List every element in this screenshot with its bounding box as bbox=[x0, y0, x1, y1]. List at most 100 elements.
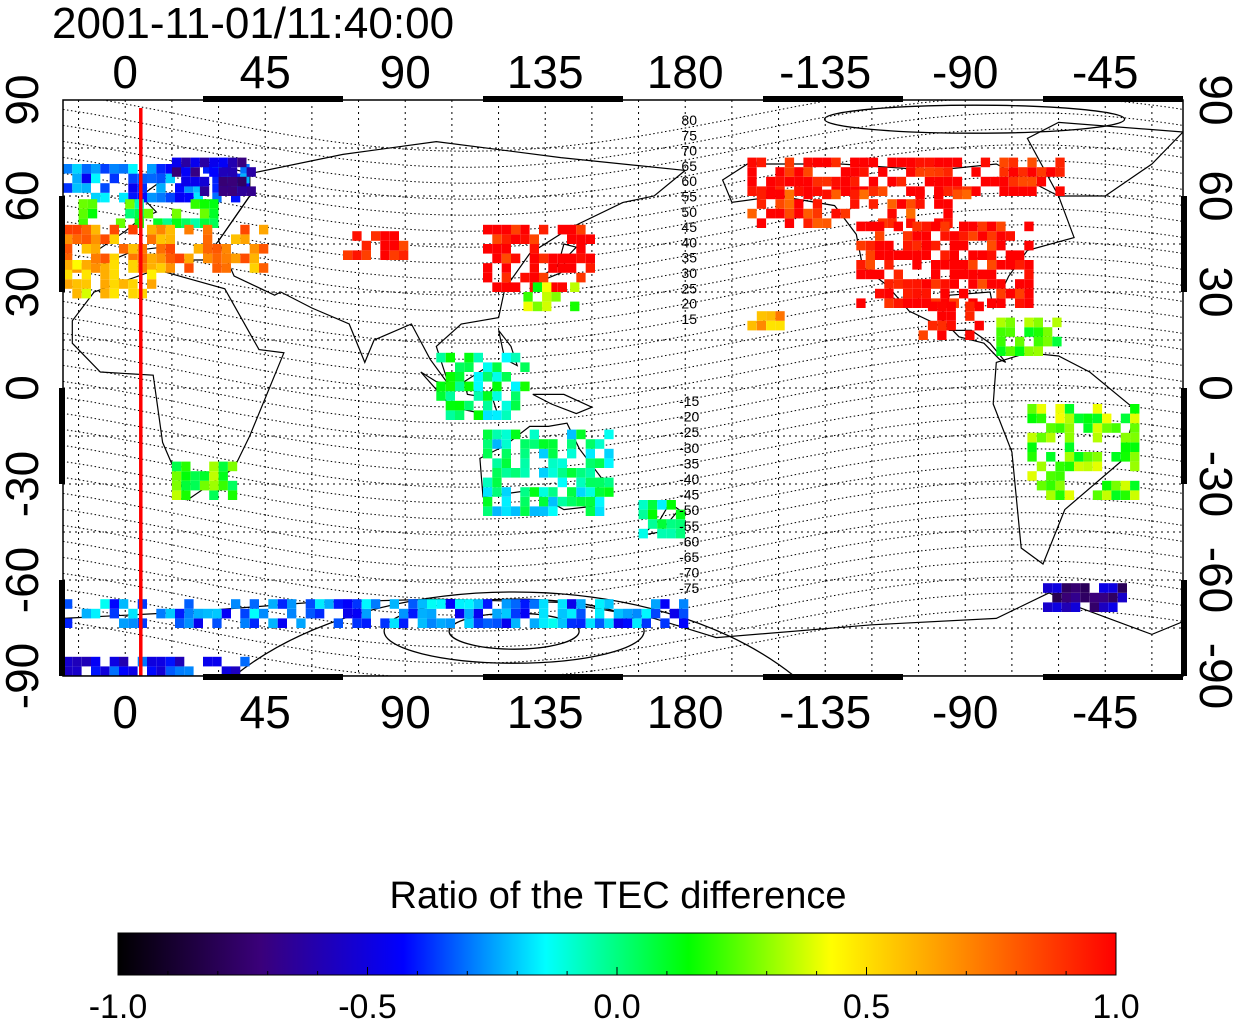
tec-cell bbox=[875, 231, 885, 241]
tec-cell bbox=[949, 250, 959, 260]
frame-tick-bar bbox=[1181, 196, 1187, 292]
tec-cell bbox=[943, 199, 953, 209]
tec-cell bbox=[199, 199, 210, 209]
tec-cell bbox=[436, 352, 446, 363]
left-lat-label: 90 bbox=[0, 74, 48, 125]
tec-cell bbox=[156, 263, 166, 273]
frame-tick-bar bbox=[1043, 674, 1183, 680]
tec-cell bbox=[399, 618, 409, 628]
tec-cell bbox=[464, 400, 474, 411]
tec-cell bbox=[209, 218, 219, 228]
contour-line bbox=[63, 240, 1183, 312]
tec-cell bbox=[539, 487, 549, 497]
tec-cell bbox=[840, 167, 851, 177]
tec-cell bbox=[417, 618, 427, 628]
tec-cell bbox=[548, 263, 558, 273]
tec-cell bbox=[1108, 583, 1118, 593]
tec-cell bbox=[287, 599, 297, 609]
tec-cell bbox=[532, 301, 543, 312]
tec-cell bbox=[119, 666, 129, 676]
tec-cell bbox=[171, 157, 182, 168]
tec-cell bbox=[305, 599, 315, 609]
tec-cell bbox=[675, 509, 686, 520]
tec-cell bbox=[1052, 336, 1062, 347]
tec-cell bbox=[511, 282, 521, 292]
tec-cell bbox=[747, 176, 757, 187]
tec-cell bbox=[181, 167, 191, 177]
tec-cell bbox=[520, 224, 530, 235]
tec-cell bbox=[940, 231, 950, 241]
tec-cell bbox=[175, 618, 185, 628]
tec-cell bbox=[931, 221, 941, 232]
top-lon-label: 90 bbox=[380, 46, 431, 98]
colorbar-tick-label: -0.5 bbox=[338, 988, 397, 1024]
tec-cell bbox=[171, 461, 182, 472]
contour-label: -45 bbox=[679, 487, 699, 503]
tec-cell bbox=[240, 224, 250, 235]
tec-cell bbox=[1033, 346, 1043, 356]
tec-cell bbox=[184, 253, 194, 264]
tec-cell bbox=[747, 157, 757, 168]
tec-cell bbox=[246, 186, 256, 196]
tec-cell bbox=[1064, 490, 1075, 500]
tec-cell bbox=[464, 618, 474, 628]
tec-cell bbox=[1071, 602, 1081, 612]
tec-cell bbox=[445, 372, 455, 382]
tec-cell bbox=[193, 618, 203, 628]
tec-cell bbox=[455, 381, 465, 392]
tec-cell bbox=[875, 221, 885, 232]
tec-cell bbox=[766, 176, 776, 187]
tec-cell bbox=[78, 208, 88, 219]
tec-cell bbox=[996, 221, 1006, 232]
tec-cell bbox=[1024, 288, 1034, 299]
tec-cell bbox=[532, 282, 543, 292]
tec-cell bbox=[859, 157, 869, 168]
tec-cell bbox=[128, 164, 138, 174]
tec-cell bbox=[949, 260, 959, 270]
tec-cell bbox=[1055, 471, 1065, 481]
tec-cell bbox=[165, 608, 175, 619]
tec-cell bbox=[184, 183, 194, 193]
tec-cell bbox=[548, 487, 558, 497]
tec-cell bbox=[156, 224, 166, 235]
tec-cell bbox=[856, 298, 866, 308]
tec-cell bbox=[119, 164, 129, 174]
tec-cell bbox=[128, 618, 138, 628]
tec-cell bbox=[181, 480, 191, 491]
tec-cell bbox=[921, 240, 931, 251]
tec-cell bbox=[912, 288, 922, 299]
bottom-lon-label: 90 bbox=[380, 686, 431, 738]
tec-cell bbox=[464, 352, 474, 363]
tec-cell bbox=[996, 279, 1006, 289]
tec-cell bbox=[473, 410, 483, 420]
tec-cell bbox=[199, 218, 210, 228]
tec-cell bbox=[119, 279, 129, 289]
tec-cell bbox=[501, 244, 511, 254]
tec-cell bbox=[934, 199, 944, 209]
tec-cell bbox=[1120, 413, 1131, 424]
coastlines bbox=[63, 121, 1183, 676]
tec-cell bbox=[1064, 404, 1075, 414]
tec-cell bbox=[100, 269, 110, 280]
tec-cell bbox=[203, 656, 213, 667]
tec-cell bbox=[218, 471, 228, 481]
tec-cell bbox=[1102, 480, 1112, 491]
tec-cell bbox=[859, 189, 869, 200]
tec-cell bbox=[766, 311, 776, 321]
tec-cell bbox=[492, 487, 502, 497]
tec-cell bbox=[445, 618, 455, 628]
tec-cell bbox=[511, 608, 521, 619]
tec-cell bbox=[523, 292, 533, 302]
tec-cell bbox=[896, 157, 907, 168]
top-lon-label: 0 bbox=[112, 46, 138, 98]
tec-cell bbox=[604, 458, 614, 468]
tec-cell bbox=[227, 480, 238, 491]
frame-tick-bar bbox=[483, 96, 623, 102]
tec-cell bbox=[856, 269, 866, 280]
tec-cell bbox=[679, 608, 689, 619]
tec-cell bbox=[249, 253, 259, 264]
tec-cell bbox=[128, 666, 138, 676]
tec-cell bbox=[81, 173, 91, 184]
tec-cell bbox=[996, 260, 1006, 270]
tec-cell bbox=[171, 208, 182, 219]
